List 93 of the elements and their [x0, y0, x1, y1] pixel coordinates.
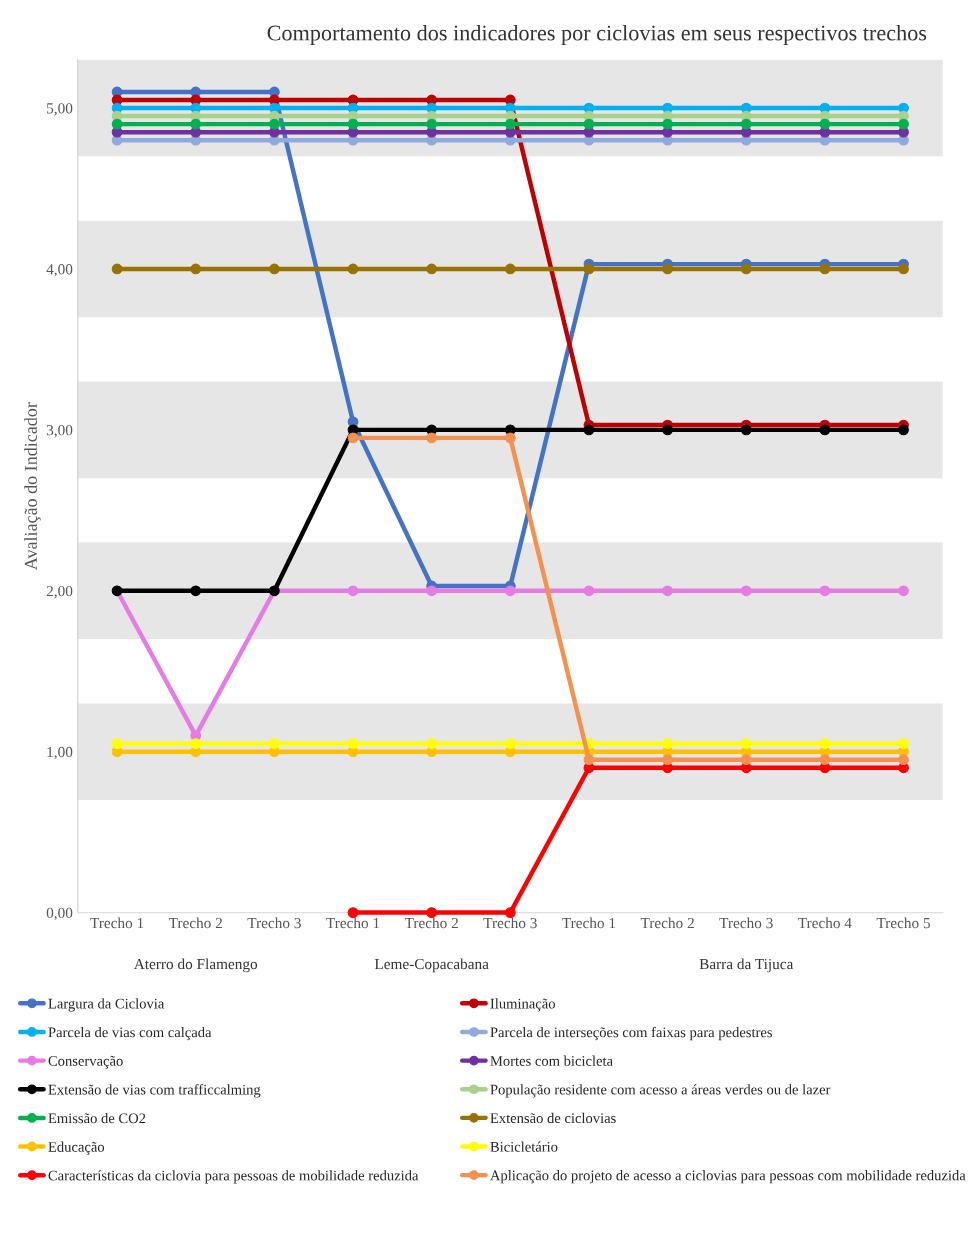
- point: [268, 738, 280, 750]
- point: [740, 118, 752, 130]
- point: [898, 424, 909, 436]
- point: [898, 738, 909, 750]
- y-tick-label: 1,00: [47, 746, 73, 760]
- point: [583, 424, 595, 436]
- point: [583, 263, 595, 275]
- y-tick-label: 5,00: [47, 103, 73, 116]
- y-tick-label: 0,00: [46, 907, 73, 921]
- point: [740, 424, 752, 436]
- point: [504, 738, 516, 750]
- point: [504, 432, 516, 444]
- legend-label: Parcela de vias com calçada: [48, 1026, 212, 1041]
- point: [662, 585, 673, 597]
- point: [819, 585, 831, 597]
- legend-label: Mortes com bicicleta: [490, 1055, 613, 1066]
- point: [662, 118, 673, 130]
- chart-title: Comportamento dos indicadores por ciclovias em seus respectivos trechos: [267, 24, 927, 46]
- legend-label: Aplicação do projeto de acesso a ciclovias para pessoas com mobilidade reduzida: [490, 1170, 966, 1184]
- text: Barra da Tijuca: [699, 958, 794, 973]
- x-tick-label: Trecho 5: [876, 917, 931, 929]
- point: [662, 738, 673, 750]
- point: [819, 424, 831, 436]
- x-tick-label: Trecho 3: [247, 917, 301, 929]
- x-tick-label: Trecho 2: [640, 917, 694, 929]
- x-tick-label: Trecho 3: [719, 917, 773, 929]
- point: [819, 754, 831, 766]
- point: [347, 118, 359, 130]
- legend-label: População residente com acesso a áreas verdes ou de lazer: [490, 1084, 831, 1098]
- point: [504, 907, 516, 918]
- point: [426, 118, 438, 130]
- x-tick-label: Trecho 1: [90, 917, 144, 929]
- point: [426, 432, 438, 444]
- legend-label: Extensão de ciclovias: [490, 1112, 616, 1124]
- legend-label: Conservação: [48, 1055, 123, 1069]
- point: [347, 432, 359, 444]
- point: [426, 907, 438, 918]
- y-tick-label: 3,00: [46, 424, 73, 438]
- x-tick-label: Trecho 1: [326, 917, 380, 929]
- point: [268, 118, 280, 130]
- y-axis-title: Avaliação do Indicador: [24, 402, 41, 571]
- point: [662, 263, 673, 275]
- point: [662, 424, 673, 436]
- point: [426, 263, 438, 275]
- point: [740, 754, 752, 766]
- legend-label: Características da ciclovia para pessoas de mobilidade reduzida: [48, 1170, 419, 1184]
- legend-label: Parcela de interseções com faixas para pedestres: [490, 1026, 773, 1041]
- point: [111, 118, 123, 130]
- point: [426, 585, 438, 597]
- y-tick-label: 2,00: [46, 585, 73, 599]
- point: [819, 263, 831, 275]
- point: [740, 738, 752, 750]
- point: [583, 585, 595, 597]
- point: [268, 263, 280, 275]
- point: [347, 585, 359, 597]
- point: [898, 263, 909, 275]
- legend-label: Iluminação: [490, 998, 555, 1012]
- x-tick-label: Trecho 4: [798, 917, 852, 929]
- point: [504, 585, 516, 597]
- y-tick-label: 4,00: [46, 264, 73, 277]
- point: [740, 263, 752, 275]
- legend-label: Largura da Ciclovia: [48, 998, 165, 1012]
- point: [898, 118, 909, 130]
- point: [504, 263, 516, 275]
- x-tick-label: Trecho 3: [483, 917, 537, 929]
- point: [426, 738, 438, 750]
- x-tick-label: Trecho 1: [562, 917, 616, 929]
- point: [504, 118, 516, 130]
- text: Aterro do Flamengo: [133, 958, 258, 973]
- point: [111, 263, 123, 275]
- point: [347, 263, 359, 275]
- x-tick-label: Trecho 2: [404, 917, 458, 929]
- point: [111, 738, 123, 750]
- point: [740, 585, 752, 597]
- point: [819, 738, 831, 750]
- text: Leme-Copacabana: [374, 958, 489, 973]
- legend-label: Extensão de vias com trafficcalming: [48, 1084, 261, 1098]
- point: [898, 585, 909, 597]
- x-tick-label: Trecho 2: [168, 917, 222, 929]
- point: [583, 118, 595, 130]
- point: [190, 263, 202, 275]
- point: [662, 754, 673, 766]
- legend-label: Emissão de CO2: [48, 1112, 146, 1124]
- legend-label: Educação: [48, 1141, 105, 1155]
- point: [819, 118, 831, 130]
- point: [347, 738, 359, 750]
- point: [190, 738, 202, 750]
- point: [583, 754, 595, 766]
- legend-label: Bicicletário: [490, 1141, 558, 1152]
- point: [347, 907, 359, 918]
- point: [190, 585, 202, 597]
- point: [898, 754, 909, 766]
- point: [190, 118, 202, 130]
